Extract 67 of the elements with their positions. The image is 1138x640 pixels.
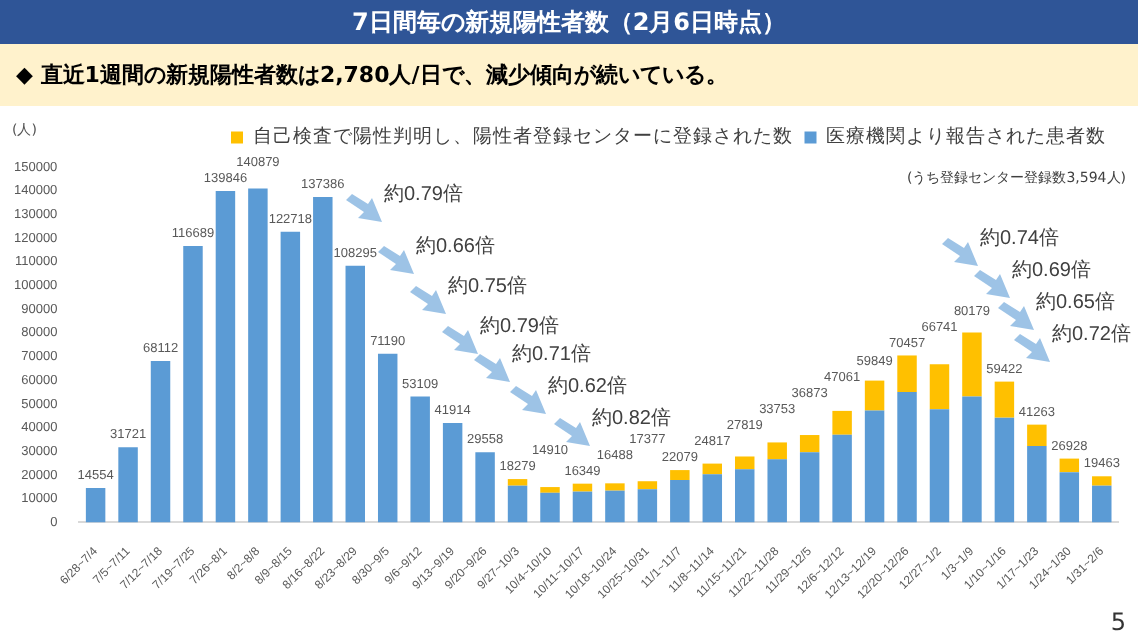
bar [962, 332, 982, 397]
bar [897, 355, 917, 393]
bar [897, 392, 917, 523]
bar [345, 265, 365, 523]
bar [735, 469, 755, 523]
legend-label: 医療機関より報告された患者数 [826, 124, 1106, 149]
bar [215, 191, 236, 523]
annotation: 約0.74倍 [980, 225, 1059, 250]
annotation: 約0.75倍 [448, 273, 527, 298]
bar [605, 483, 625, 491]
bar [994, 381, 1015, 418]
bar [767, 442, 787, 460]
bar [929, 364, 950, 410]
bar [540, 487, 560, 493]
bar [118, 447, 138, 523]
bar [832, 410, 852, 435]
bar [799, 452, 820, 523]
bar [1059, 458, 1080, 473]
annotation: 約0.71倍 [512, 341, 591, 366]
chart-title: 7日間毎の新規陽性者数（2月6日時点） [0, 0, 1138, 44]
bar [864, 380, 885, 411]
legend-label: 自己検査で陽性判明し、陽性者登録センターに登録された数 [252, 124, 793, 149]
chart-subtitle: ◆ 直近1週間の新規陽性者数は2,780人/日で、減少傾向が続いている。 [0, 44, 1138, 106]
bar [280, 231, 301, 523]
annotation: 約0.79倍 [384, 181, 463, 206]
bar [637, 481, 658, 490]
bar [670, 479, 690, 523]
bar [410, 396, 430, 523]
bar [442, 423, 463, 523]
bar [929, 409, 950, 523]
bar [572, 491, 593, 523]
bar [767, 459, 787, 523]
annotation: 約0.66倍 [416, 233, 495, 258]
bar [1027, 424, 1047, 447]
bar [85, 487, 106, 523]
annotation: 約0.79倍 [480, 313, 559, 338]
bar [605, 490, 625, 523]
bar [507, 479, 528, 486]
bar [637, 489, 658, 523]
bar [248, 188, 268, 523]
bar [799, 435, 820, 453]
bar [702, 463, 723, 475]
text: 5 [1110, 608, 1126, 636]
bar [1092, 485, 1112, 523]
bar [313, 196, 333, 523]
annotation: 約0.69倍 [1012, 257, 1091, 282]
bar [507, 485, 528, 523]
bar [962, 396, 982, 523]
bar [735, 456, 755, 470]
annotation: 約0.82倍 [592, 405, 671, 430]
bar [183, 245, 203, 523]
bar [1059, 472, 1080, 523]
bar [832, 434, 852, 523]
bar [540, 492, 560, 523]
bar [1027, 446, 1047, 523]
bar [150, 361, 171, 523]
bar [670, 470, 690, 480]
bar [1092, 476, 1112, 486]
bar [994, 417, 1015, 523]
annotation: 約0.72倍 [1052, 321, 1131, 346]
bar [702, 474, 723, 523]
bar [572, 483, 593, 492]
bar [475, 452, 495, 523]
bar [377, 353, 398, 523]
annotation: 約0.65倍 [1036, 289, 1115, 314]
annotation: 約0.62倍 [548, 373, 627, 398]
bar [864, 410, 885, 523]
